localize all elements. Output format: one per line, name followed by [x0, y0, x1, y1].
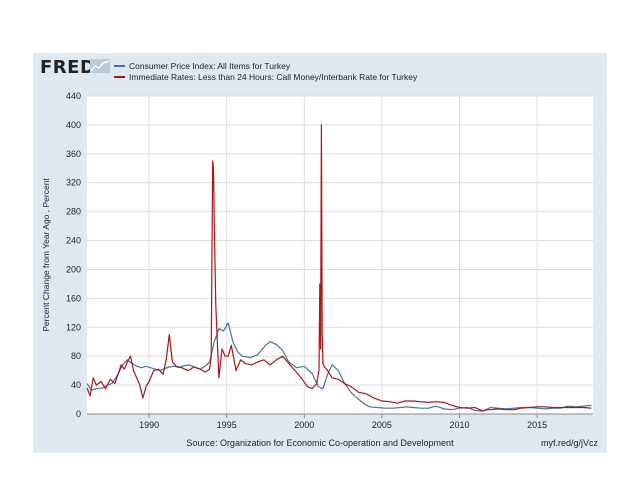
y-tick-label: 440	[66, 91, 81, 101]
x-tick-label: 2000	[294, 420, 314, 430]
y-tick-label: 80	[71, 351, 81, 361]
footer-source: Source: Organization for Economic Co-ope…	[186, 438, 454, 448]
y-tick-label: 400	[66, 120, 81, 130]
plot-background	[87, 96, 593, 414]
y-tick-label: 120	[66, 322, 81, 332]
chart-area: 0 40 80 120 160 200 240 280 320 360 400 440 1990 1995…	[41, 91, 593, 430]
y-tick-label: 160	[66, 293, 81, 303]
y-tick-label: 320	[66, 178, 81, 188]
y-tick-label: 360	[66, 149, 81, 159]
x-tick-label: 2015	[527, 420, 547, 430]
y-tick-label: 0	[76, 409, 81, 419]
fred-logo-chart-icon	[90, 59, 110, 73]
y-tick-label: 280	[66, 207, 81, 217]
legend-swatch-call-money-rate	[114, 75, 125, 78]
legend-swatch-cpi	[114, 64, 125, 67]
fred-graph-frame: FRED Consumer Price Index: All Items for…	[33, 53, 607, 453]
x-tick-label: 2010	[449, 420, 469, 430]
x-tick-label: 1995	[217, 420, 237, 430]
legend-label-cpi: Consumer Price Index: All Items for Turk…	[129, 61, 291, 71]
fred-logo: FRED	[40, 57, 96, 78]
y-axis-label: Percent Change from Year Ago , Percent	[41, 178, 51, 332]
legend-label-call-money-rate: Immediate Rates: Less than 24 Hours: Cal…	[129, 72, 418, 82]
legend-item-call-money-rate: Immediate Rates: Less than 24 Hours: Cal…	[114, 72, 417, 82]
y-tick-label: 240	[66, 236, 81, 246]
y-tick-label: 40	[71, 380, 81, 390]
series-line-call-money-rate	[86, 124, 592, 411]
x-tick-label: 1990	[139, 420, 159, 430]
y-tick-label: 200	[66, 264, 81, 274]
legend-item-cpi: Consumer Price Index: All Items for Turk…	[114, 61, 290, 71]
x-tick-label: 2005	[372, 420, 392, 430]
footer-short-link[interactable]: myf.red/g/jVcz	[540, 438, 598, 448]
